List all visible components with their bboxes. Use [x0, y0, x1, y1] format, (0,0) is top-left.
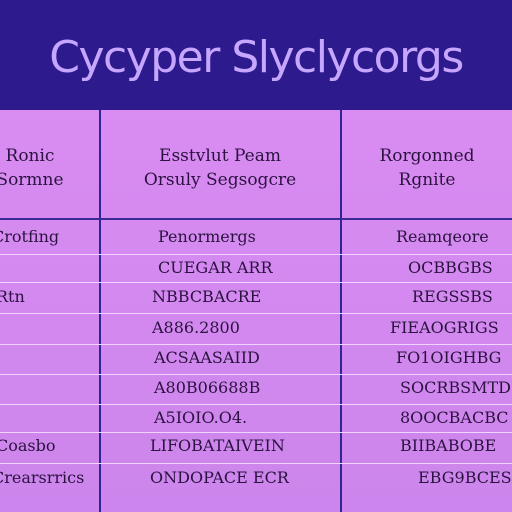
header-col3-line2: Rgnite	[398, 170, 456, 190]
row-divider	[0, 374, 512, 375]
table-cell: Rtn	[0, 287, 25, 306]
row-divider	[0, 432, 512, 433]
table-cell: 8OOCBACBC	[400, 408, 509, 427]
table-cell: Reamqeore	[396, 227, 489, 246]
row-divider	[0, 344, 512, 345]
row-divider	[0, 463, 512, 464]
header-col1-line2: Sormne	[0, 170, 64, 190]
table-cell: FIEAOGRIGS	[390, 318, 499, 337]
row-divider	[0, 313, 512, 314]
table-cell: Crotfing	[0, 227, 60, 246]
comparison-table: Ronic Sormne Esstvlut Peam Orsuly Segsog…	[0, 110, 512, 512]
table-cell: Crearsrrics	[0, 468, 85, 487]
table-cell: REGSSBS	[412, 287, 493, 306]
table-cell: A886.2800	[152, 318, 240, 337]
header-divider	[0, 218, 512, 220]
table-cell: A5IOIO.O4.	[154, 408, 248, 427]
table-cell: OCBBGBS	[408, 258, 493, 277]
table-cell: A80B06688B	[154, 378, 261, 397]
title-banner: Cycyper Slyclycorgs	[0, 0, 512, 110]
row-divider	[0, 254, 512, 255]
header-cell-col1: Ronic Sormne	[0, 144, 80, 192]
table-cell: EBG9BCES	[418, 468, 512, 487]
header-col3-line1: Rorgonned	[379, 146, 475, 166]
header-cell-col2: Esstvlut Peam Orsuly Segsogcre	[110, 144, 330, 192]
column-divider	[340, 110, 342, 512]
table-cell: Coasbo	[0, 436, 56, 455]
header-col2-line2: Orsuly Segsogcre	[143, 170, 297, 190]
header-col2-line1: Esstvlut Peam	[159, 146, 281, 166]
table-cell: NBBCBACRE	[152, 287, 262, 306]
row-divider	[0, 404, 512, 405]
table-cell: Penormergs	[158, 227, 256, 246]
column-divider	[99, 110, 101, 512]
table-cell: SOCRBSMTD	[400, 378, 511, 397]
table-cell: CUEGAR ARR	[158, 258, 273, 277]
header-cell-col3: Rorgonned Rgnite	[352, 144, 502, 192]
table-cell: ONDOPACE ECR	[150, 468, 289, 487]
table-cell: FO1OIGHBG	[396, 348, 502, 367]
table-cell: ACSAASAIID	[154, 348, 260, 367]
row-divider	[0, 282, 512, 283]
table-cell: LIFOBATAIVEIN	[150, 436, 285, 455]
banner-title: Cycyper Slyclycorgs	[49, 31, 464, 83]
table-cell: BIIBABOBE	[400, 436, 497, 455]
header-col1-line1: Ronic	[5, 146, 55, 166]
